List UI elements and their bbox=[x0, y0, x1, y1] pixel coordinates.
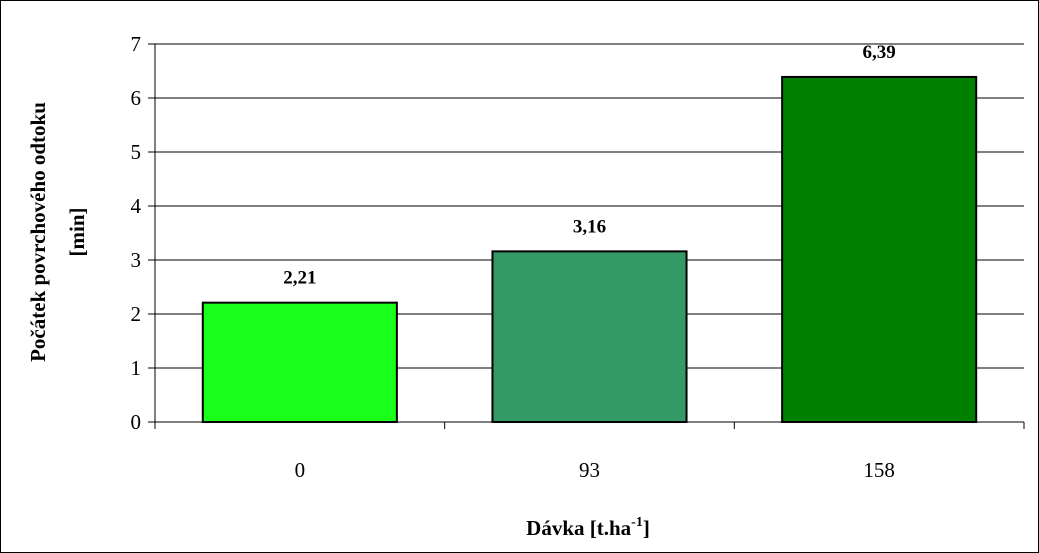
axes bbox=[148, 43, 1025, 429]
x-tick-label-0: 0 bbox=[295, 458, 306, 482]
x-tick-label-93: 93 bbox=[579, 458, 600, 482]
y-tick-label-5: 5 bbox=[131, 140, 142, 164]
bar-158 bbox=[781, 75, 978, 423]
y-tick-label-3: 3 bbox=[131, 248, 142, 272]
x-axis-title-main: Dávka [t.ha bbox=[526, 516, 632, 540]
labels: 0 1 2 3 4 5 6 7 2,21 0 3,16 93 6,39 158 bbox=[131, 32, 896, 482]
y-tick-label-2: 2 bbox=[131, 302, 142, 326]
y-tick-label-1: 1 bbox=[131, 356, 142, 380]
y-axis-title-line2: [min] bbox=[65, 208, 89, 257]
bars bbox=[201, 75, 978, 423]
data-label-158: 6,39 bbox=[863, 42, 896, 63]
bar-0 bbox=[201, 301, 398, 423]
x-tick-label-158: 158 bbox=[863, 458, 895, 482]
y-tick-label-7: 7 bbox=[131, 32, 142, 56]
y-tick-label-0: 0 bbox=[131, 410, 142, 434]
data-label-93: 3,16 bbox=[573, 216, 606, 237]
x-axis-title-superscript: -1 bbox=[631, 515, 643, 530]
data-label-0: 2,21 bbox=[283, 268, 316, 289]
y-tick-label-4: 4 bbox=[131, 194, 142, 218]
x-axis-title: Dávka [t.ha-1] bbox=[526, 515, 650, 540]
y-axis-title-line1: Počátek povrchového odtoku bbox=[26, 102, 50, 362]
x-axis-title-suffix: ] bbox=[643, 516, 650, 540]
y-tick-label-6: 6 bbox=[131, 86, 142, 110]
bar-93 bbox=[491, 250, 688, 423]
